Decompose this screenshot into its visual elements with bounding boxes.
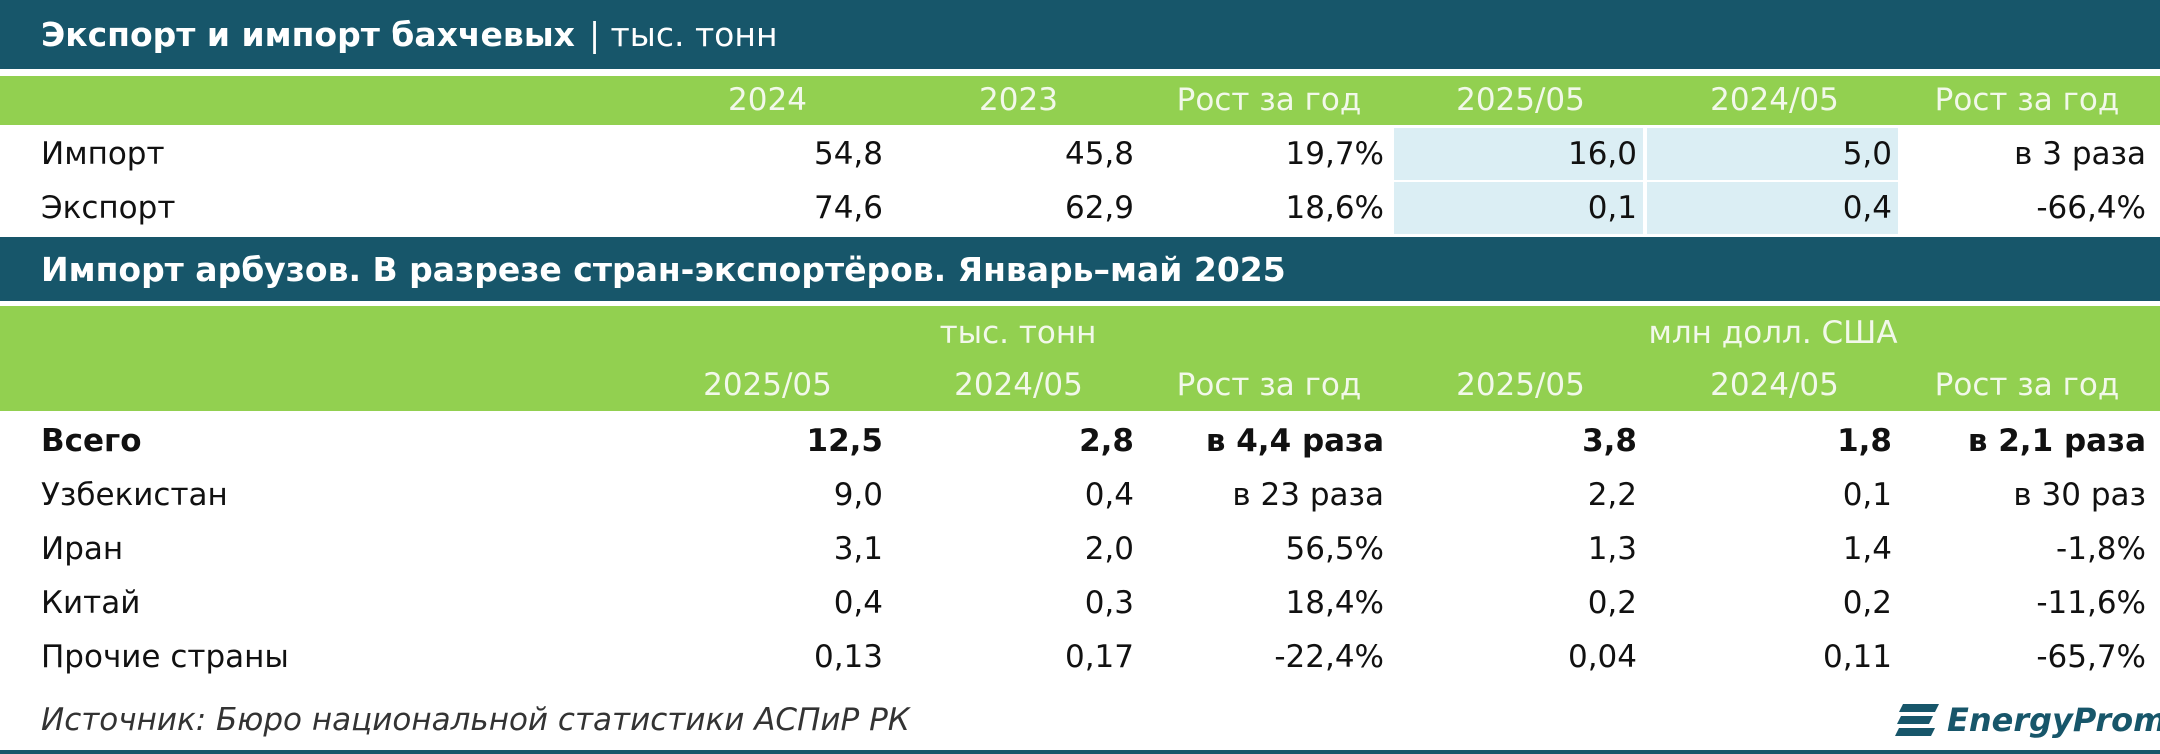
title-bar: Экспорт и импорт бахчевых | тыс. тонн xyxy=(0,0,2160,69)
cell: 0,2 xyxy=(1842,585,1892,621)
cell: 0,4 xyxy=(1084,477,1134,513)
cell: 54,8 xyxy=(813,136,883,172)
cell: в 3 раза xyxy=(2014,136,2146,172)
cell: 56,5% xyxy=(1285,531,1384,567)
row-label: Иран xyxy=(41,531,124,567)
cell: 2,0 xyxy=(1084,531,1134,567)
column-header: 2025/05 xyxy=(703,367,832,403)
row-label: Экспорт xyxy=(41,190,176,226)
header-row xyxy=(0,306,2160,411)
unit-header: тыс. тонн xyxy=(939,315,1097,351)
cell: 12,5 xyxy=(806,423,884,459)
cell: в 23 раза xyxy=(1232,477,1384,513)
cell: 0,13 xyxy=(813,639,883,675)
cell: 3,1 xyxy=(833,531,883,567)
column-header: Рост за год xyxy=(1176,367,1362,403)
cell: 18,6% xyxy=(1285,190,1384,226)
cell: 0,4 xyxy=(833,585,883,621)
bottom-rule xyxy=(0,750,2160,754)
title-bar: Импорт арбузов. В разрезе стран-экспортё… xyxy=(0,237,2160,301)
row-label: Всего xyxy=(41,423,142,459)
cell: -11,6% xyxy=(2036,585,2146,621)
column-header: 2023 xyxy=(979,82,1058,118)
cell: 1,8 xyxy=(1837,423,1892,459)
cell: в 2,1 раза xyxy=(1967,423,2146,459)
header-row xyxy=(0,76,2160,125)
source: Источник: Бюро национальной статистики А… xyxy=(41,702,910,738)
cell: 19,7% xyxy=(1285,136,1384,172)
table-title: Импорт арбузов. В разрезе стран-экспортё… xyxy=(41,249,1286,289)
logo-text: EnergyProm xyxy=(1947,701,2160,739)
cell: 0,04 xyxy=(1567,639,1637,675)
cell: 0,3 xyxy=(1084,585,1134,621)
unit-header: млн долл. США xyxy=(1648,315,1898,351)
cell: в 30 раз xyxy=(2013,477,2146,513)
table-title: Экспорт и импорт бахчевых xyxy=(41,15,575,54)
column-header: 2025/05 xyxy=(1456,82,1585,118)
column-header: 2025/05 xyxy=(1456,367,1585,403)
row-label: Китай xyxy=(41,585,141,621)
cell: 16,0 xyxy=(1394,128,1643,180)
cell: -22,4% xyxy=(1274,639,1384,675)
row-label: Узбекистан xyxy=(41,477,228,513)
row-label: Прочие страны xyxy=(41,639,289,675)
cell: 1,3 xyxy=(1587,531,1637,567)
column-header: Рост за год xyxy=(1176,82,1362,118)
cell: -65,7% xyxy=(2036,639,2146,675)
cell: 1,4 xyxy=(1842,531,1892,567)
cell: 0,2 xyxy=(1587,585,1637,621)
cell: 0,1 xyxy=(1842,477,1892,513)
cell: 2,2 xyxy=(1587,477,1637,513)
row-label: Импорт xyxy=(41,136,165,172)
column-header: 2024/05 xyxy=(1710,367,1839,403)
column-header: 2024 xyxy=(728,82,807,118)
cell: -1,8% xyxy=(2056,531,2146,567)
column-header: 2024/05 xyxy=(954,367,1083,403)
column-header: Рост за год xyxy=(1934,367,2120,403)
cell: 3,8 xyxy=(1582,423,1637,459)
logo: EnergyProm xyxy=(1895,690,2160,750)
cell: 18,4% xyxy=(1285,585,1384,621)
cell: 45,8 xyxy=(1064,136,1134,172)
cell: 74,6 xyxy=(813,190,883,226)
cell: 0,1 xyxy=(1394,182,1643,234)
cell: 0,11 xyxy=(1822,639,1892,675)
cell: 0,4 xyxy=(1647,182,1898,234)
cell: 62,9 xyxy=(1064,190,1134,226)
table-unit: | тыс. тонн xyxy=(588,15,778,54)
cell: в 4,4 раза xyxy=(1205,423,1384,459)
cell: 0,17 xyxy=(1064,639,1134,675)
column-header: 2024/05 xyxy=(1710,82,1839,118)
cell: 5,0 xyxy=(1647,128,1898,180)
logo-icon xyxy=(1895,704,1939,736)
cell: -66,4% xyxy=(2036,190,2146,226)
cell: 2,8 xyxy=(1079,423,1134,459)
column-header: Рост за год xyxy=(1934,82,2120,118)
cell: 9,0 xyxy=(833,477,883,513)
